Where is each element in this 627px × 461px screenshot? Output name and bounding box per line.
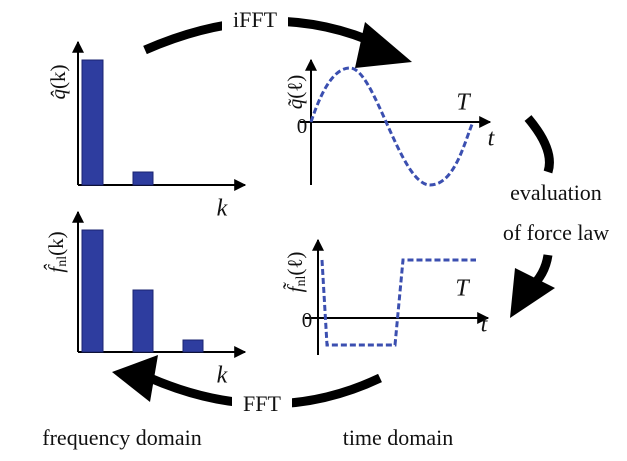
bar: [81, 229, 104, 353]
period-label: T: [456, 90, 471, 116]
y-label: f̂nl(k): [43, 231, 70, 272]
y-label: q̂(k): [46, 65, 70, 100]
fft-label: FFT: [243, 391, 281, 416]
bar: [81, 59, 104, 186]
y-label: q̃(ℓ): [283, 75, 307, 110]
label-head: q̂: [46, 89, 70, 100]
x-label: t: [488, 126, 496, 152]
label-head: f̃: [282, 281, 306, 292]
ifft-label: iFFT: [233, 7, 278, 32]
label-head: q̃: [283, 98, 307, 109]
eval-arc-top: [524, 115, 554, 174]
fft-bg: [232, 392, 292, 420]
y-label: f̃nl(ℓ): [282, 252, 309, 293]
label-arg: (k): [44, 231, 68, 256]
evaluation-line1: evaluation: [510, 180, 602, 205]
label-sub: nl: [55, 256, 70, 267]
ifft-bg: [222, 8, 288, 36]
label-arg: (ℓ): [283, 75, 307, 99]
period-label: T: [455, 276, 470, 302]
force-signal: [320, 258, 476, 347]
label-sub: nl: [294, 276, 309, 287]
fft-arrowhead: [112, 355, 158, 402]
bar: [182, 339, 204, 353]
evaluation-line2: of force law: [503, 220, 609, 245]
label-arg: (ℓ): [283, 252, 307, 276]
origin-label: 0: [302, 308, 313, 332]
x-label: k: [217, 363, 228, 389]
x-label: k: [217, 196, 228, 222]
label-arg: (k): [46, 65, 70, 90]
x-label: t: [481, 312, 489, 338]
eval-arrowhead: [510, 268, 555, 318]
label-head: f̂: [43, 264, 67, 273]
bar: [132, 289, 154, 353]
frequency-domain-label: frequency domain: [42, 425, 201, 450]
time-domain-label: time domain: [343, 425, 454, 450]
signal: [309, 66, 475, 187]
bar: [132, 171, 154, 186]
origin-label: 0: [297, 114, 308, 138]
ifft-arrowhead: [355, 22, 412, 68]
